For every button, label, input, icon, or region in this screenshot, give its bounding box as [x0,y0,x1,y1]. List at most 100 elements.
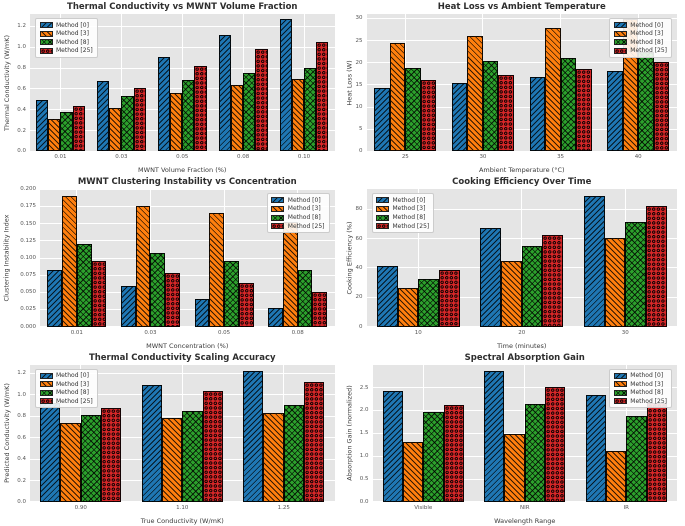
bar-method-0 [376,266,398,327]
y-tick-label: 25 [355,37,363,44]
legend-label: Method [3] [287,205,321,213]
bar-method-0 [607,70,623,152]
x-axis-label: True Conductivity (W/mK) [140,516,224,525]
legend-label: Method [3] [392,205,426,213]
plot-area: 0.000 0.025 0.050 0.075 0.100 0.125 0.150 0.175… [20,186,335,336]
legend-swatch-method-8 [376,214,389,221]
bar-method-8 [182,410,203,502]
y-gridline [366,150,677,152]
legend-swatch-method-8 [613,39,627,46]
bar-method-3 [60,422,81,502]
legend-swatch-method-3 [271,205,285,212]
legend-swatch-method-3 [613,381,627,388]
legend-swatch-method-25 [613,47,627,54]
chart-panel-spectral-absorption-gain: Spectral Absorption Gain Absorption Gain … [342,350,685,526]
bar-method-8 [560,57,577,152]
x-tick-label: 20 [518,329,526,336]
legend-row: Method [3] [271,205,324,212]
y-tick-label: 80 [355,206,363,213]
y-axis-label-wrap: Absorption Gain (normalized) [344,365,356,502]
bar-method-3 [282,222,298,327]
bar-method-0 [141,385,162,502]
legend-row: Method [3] [39,30,93,37]
bar-method-3 [135,205,151,327]
x-gridline [223,189,225,327]
legend-row: Method [8] [39,39,93,46]
bar-method-0 [529,76,546,152]
bar-method-0 [382,391,403,502]
legend-row: Method [25] [39,398,93,405]
x-tick-label: 0.03 [115,154,128,161]
bar-method-25 [312,291,328,327]
bar-method-0 [484,370,505,502]
x-tick-label: IR [623,504,629,511]
bar-method-25 [255,49,268,152]
bar-method-8 [243,73,256,152]
x-axis-label: MWNT Concentration (%) [146,341,229,350]
legend-swatch-method-0 [39,372,53,379]
y-tick-label: 0.0 [359,498,369,505]
legend-row: Method [25] [271,223,325,230]
bar-method-8 [60,111,73,152]
bar-method-25 [101,407,122,502]
x-gridline [80,364,82,502]
bar-method-0 [36,100,49,152]
bar-method-0 [96,80,110,152]
legend-row: Method [8] [613,389,667,396]
bar-method-25 [133,87,146,152]
legend-swatch-method-0 [271,197,285,204]
bar-method-25 [316,42,329,152]
y-tick-label: 0.075 [20,272,36,279]
y-tick-label: 0.6 [17,434,26,441]
bar-method-8 [423,412,444,502]
legend-row: Method [0] [376,197,429,204]
y-gridline [40,291,335,293]
bar-method-8 [482,61,499,152]
legend-swatch-method-3 [39,381,53,388]
x-gridline [120,14,122,152]
y-gridline [30,150,335,152]
legend-swatch-method-25 [376,223,389,230]
bar-method-3 [230,84,244,152]
y-tick-label: 0.000 [20,323,36,330]
y-gridline [40,206,335,207]
bar-method-0 [120,286,136,327]
x-axis-label: Time (minutes) [497,341,547,350]
bar-method-25 [576,69,592,152]
y-tick-label: 0.0 [17,148,26,155]
legend-row: Method [8] [271,214,324,221]
legend-swatch-method-3 [376,205,389,212]
bar-method-3 [467,36,483,152]
y-axis-label: Thermal Conductivity (W/mK) [3,34,12,131]
y-tick-label: 0.025 [20,306,36,313]
chart-panel-heat-loss-vs-ambient-temperature: Heat Loss vs Ambient Temperature Heat Los… [342,0,685,176]
y-tick-label: 1.5 [359,430,369,437]
x-tick-label: 25 [401,154,409,161]
chart-title: Thermal Conductivity vs MWNT Volume Frac… [67,2,298,12]
bar-method-25 [498,74,514,152]
y-tick-label: 30 [355,15,363,22]
bar-method-0 [585,395,606,502]
y-tick-label: 1.2 [17,23,26,30]
bar-method-25 [194,66,207,152]
bar-method-8 [80,415,102,502]
y-tick-label: 0.4 [17,106,26,113]
bar-method-0 [374,88,390,152]
legend-box: Method [0] Method [3] Method [8] Method [25… [609,18,672,58]
y-tick-label: 0.2 [17,127,26,134]
chart-title: Heat Loss vs Ambient Temperature [437,2,606,12]
bar-method-3 [605,451,627,502]
bar-method-25 [443,404,464,502]
legend-row: Method [0] [613,22,667,29]
x-gridline [417,189,419,327]
legend-swatch-method-8 [39,39,53,46]
legend-label: Method [0] [287,196,321,204]
legend-swatch-method-8 [271,214,285,221]
legend-label: Method [3] [630,380,664,388]
x-tick-label: 0.01 [70,329,83,336]
bar-method-3 [62,196,77,327]
y-tick-label: 1.0 [17,391,26,398]
x-tick-label: NIR [519,504,530,511]
y-axis-label: Absorption Gain (normalized) [345,385,354,482]
x-tick-label: 30 [479,154,487,161]
